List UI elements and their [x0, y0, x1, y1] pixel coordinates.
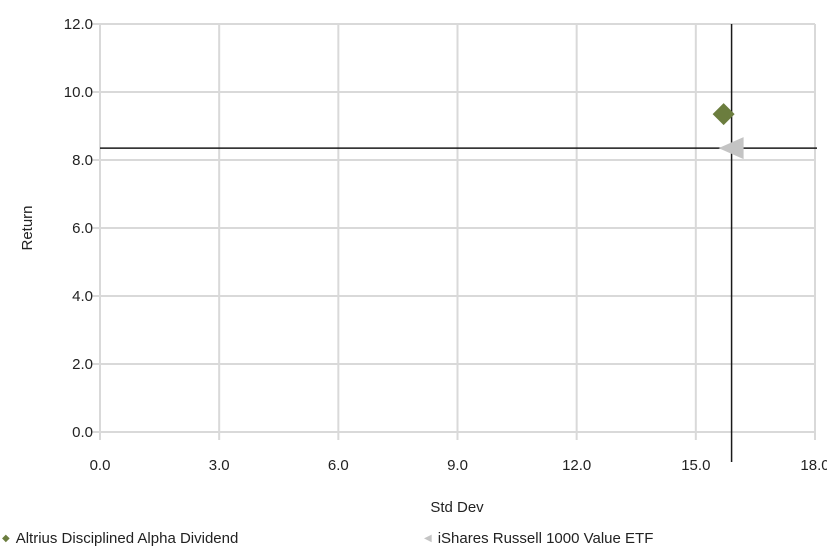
- triangle-left-icon: ◀: [424, 532, 432, 544]
- y-axis-label: Return: [19, 205, 36, 250]
- y-axis-ticks: 0.0 2.0 4.0 6.0 8.0 10.0 12.0: [64, 16, 93, 441]
- legend-label: iShares Russell 1000 Value ETF: [437, 529, 654, 547]
- x-axis-ticks: 0.0 3.0 6.0 9.0 12.0 15.0 18.0: [90, 457, 827, 474]
- x-axis-label: Std Dev: [430, 499, 484, 516]
- x-tick-label: 15.0: [681, 457, 710, 474]
- x-tick-label: 9.0: [447, 457, 468, 474]
- y-tick-label: 8.0: [72, 152, 93, 169]
- x-tick-label: 6.0: [328, 457, 349, 474]
- y-tick-label: 4.0: [72, 288, 93, 305]
- x-tick-label: 18.0: [800, 457, 827, 474]
- data-point-altrius: [712, 103, 735, 126]
- x-tick-label: 12.0: [562, 457, 591, 474]
- y-tick-label: 10.0: [64, 84, 93, 101]
- x-tick-label: 0.0: [90, 457, 111, 474]
- legend-label: Altrius Disciplined Alpha Dividend: [15, 529, 239, 547]
- grid-lines: [92, 23, 816, 440]
- y-tick-label: 2.0: [72, 356, 93, 373]
- data-points: [712, 103, 744, 160]
- reference-lines: [100, 24, 817, 462]
- legend-item-altrius: ◆ Altrius Disciplined Alpha Dividend: [2, 528, 238, 548]
- legend-item-ishares: ◀ iShares Russell 1000 Value ETF: [424, 528, 653, 548]
- y-tick-label: 6.0: [72, 220, 93, 237]
- data-point-ishares: [718, 137, 744, 160]
- x-tick-label: 3.0: [209, 457, 230, 474]
- y-tick-label: 0.0: [72, 424, 93, 441]
- y-tick-label: 12.0: [64, 16, 93, 33]
- diamond-icon: ◆: [2, 532, 10, 544]
